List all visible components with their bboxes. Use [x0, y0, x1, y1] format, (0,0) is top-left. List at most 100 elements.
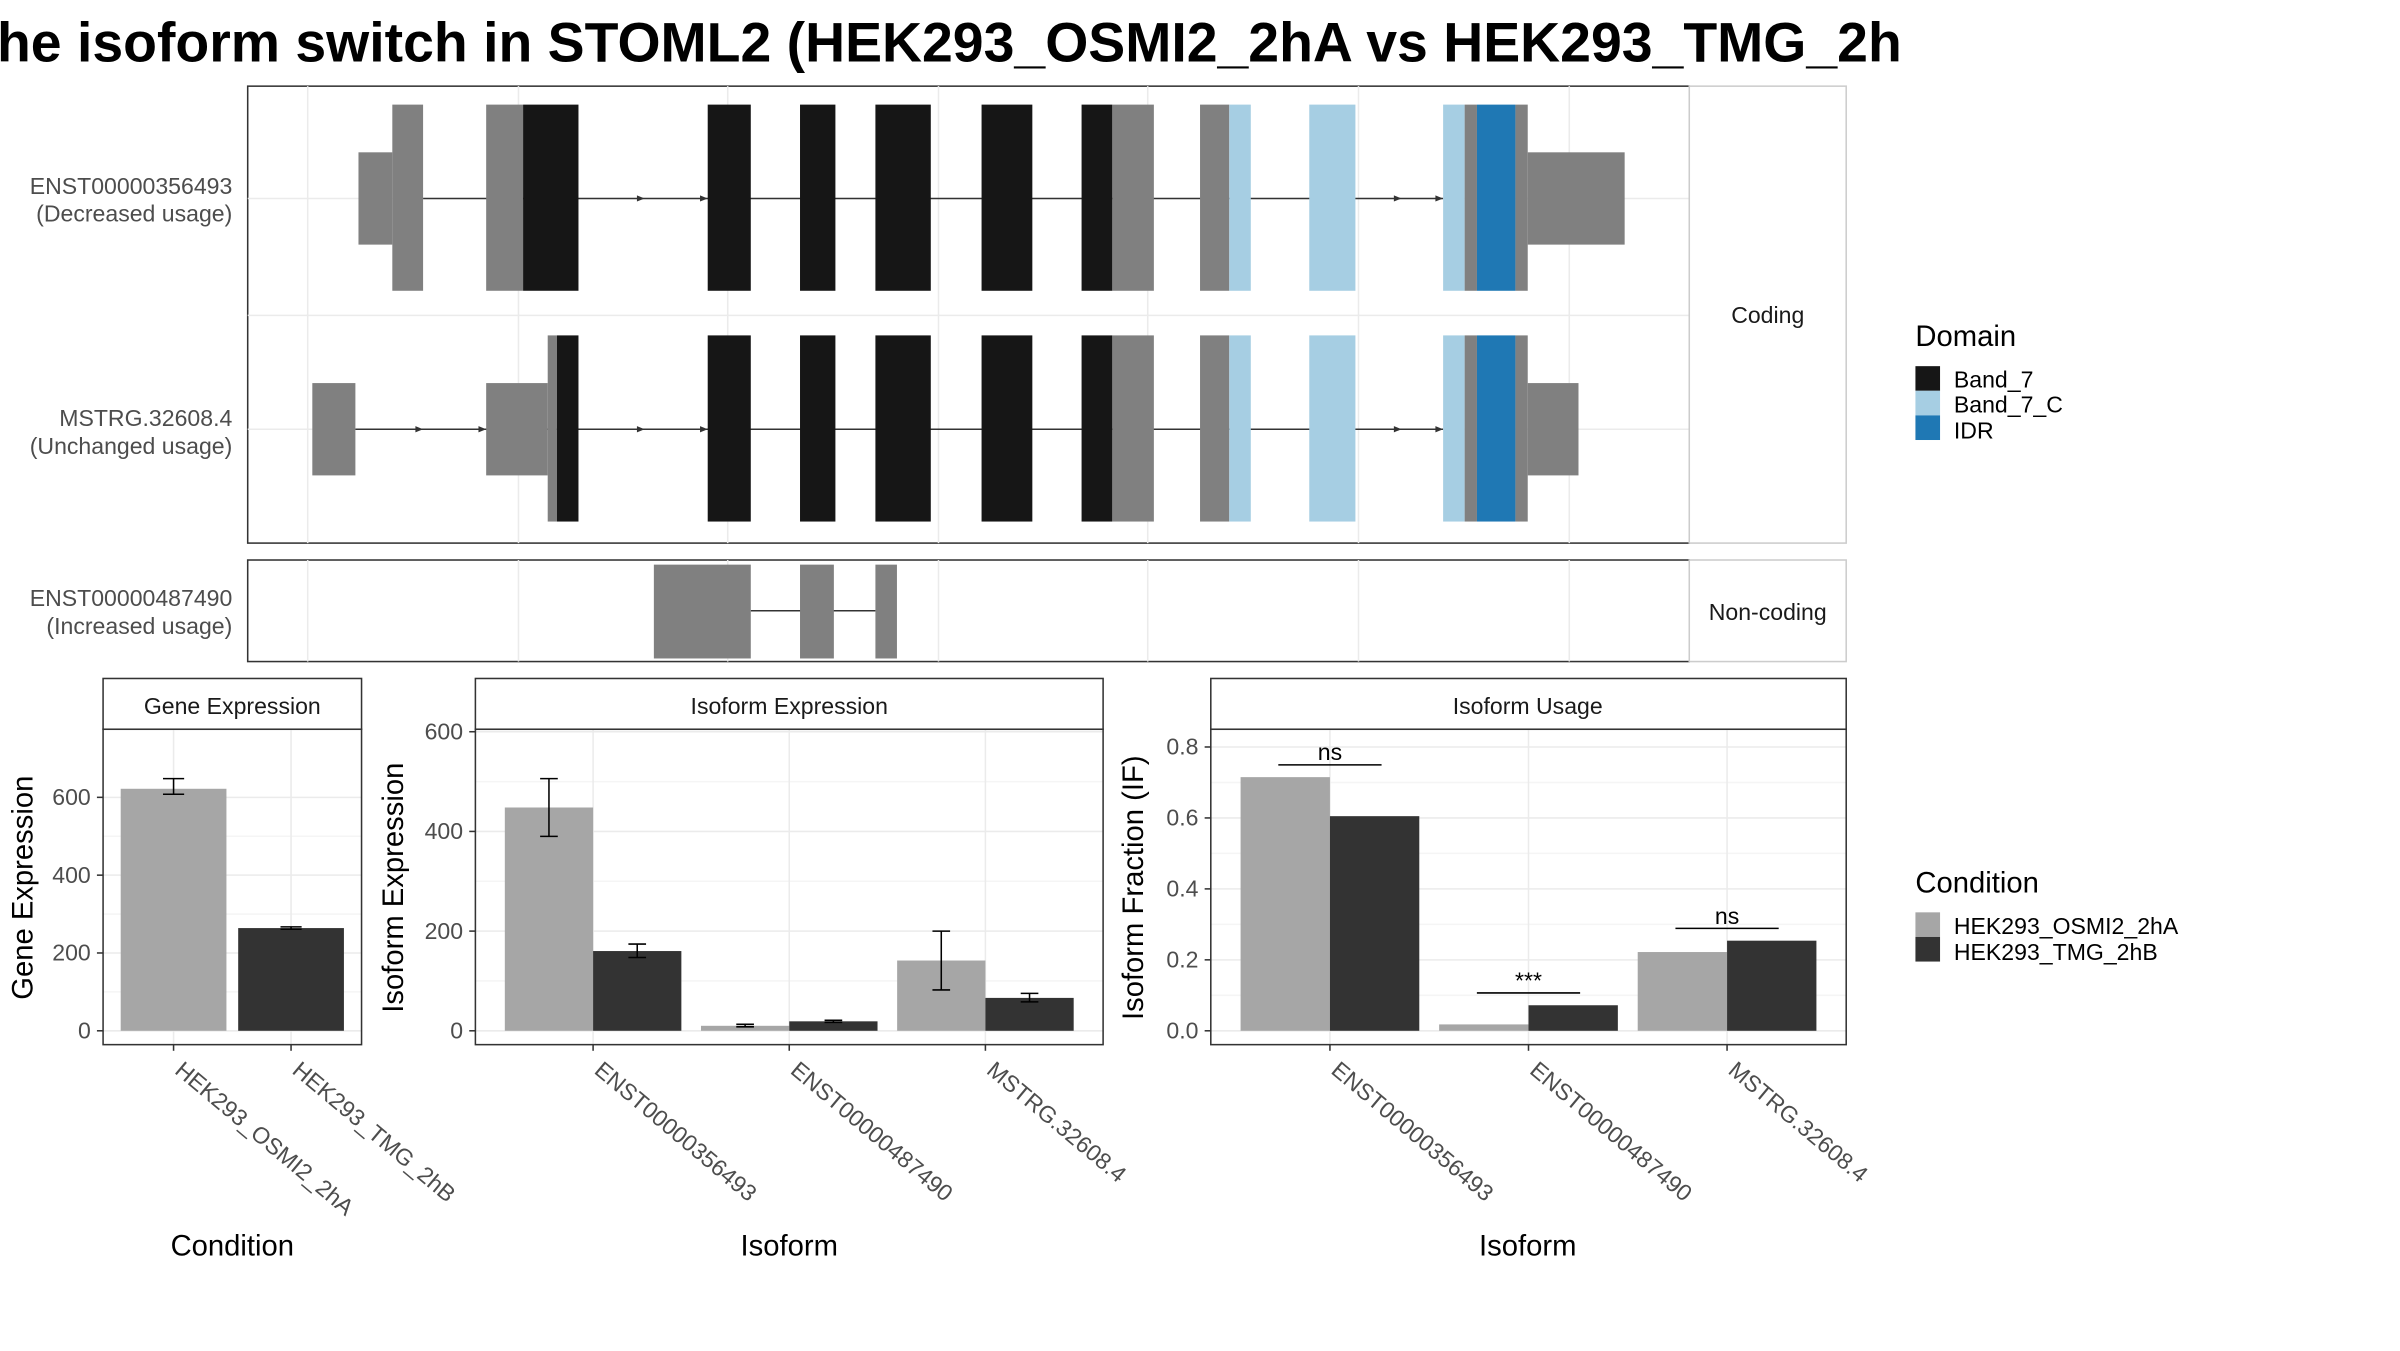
condition-legend-title: Condition — [1915, 867, 2038, 899]
band7-domain-block — [1081, 335, 1113, 522]
band7-domain-block — [875, 335, 931, 522]
noncoding-strip-label: Non-coding — [1709, 599, 1827, 625]
y-tick-label: 600 — [425, 718, 463, 744]
panel-strip — [102, 677, 363, 731]
bar — [1329, 816, 1420, 1031]
y-tick-label: 0 — [78, 1017, 91, 1043]
exon-block — [392, 104, 424, 291]
transcript-usage-label: (Unchanged usage) — [30, 433, 233, 459]
x-tick-label: ENST00000487490 — [1525, 1056, 1697, 1206]
y-tick-label: 0.0 — [1166, 1017, 1198, 1043]
significance-label: *** — [1515, 967, 1542, 993]
legend-label-tmg: HEK293_TMG_2hB — [1954, 939, 2158, 965]
band7c-domain-block — [1309, 104, 1356, 291]
domain-legend: Domain Band_7 Band_7_C IDR — [1915, 321, 2063, 443]
x-tick-label: MSTRG.32608.4 — [1724, 1056, 1873, 1187]
y-tick-label: 0.2 — [1166, 947, 1198, 973]
exon-block — [1112, 335, 1154, 522]
coding-strip — [1688, 85, 1847, 544]
x-axis-title: Isoform — [741, 1230, 838, 1262]
legend-label-idr: IDR — [1954, 417, 1994, 443]
direction-arrow-icon — [415, 426, 424, 433]
direction-arrow-icon — [1435, 195, 1444, 202]
exon-block — [1515, 335, 1528, 522]
transcript-structure-panel: Coding Non-coding ENST00000356493 (Decre… — [30, 85, 1847, 663]
band7-domain-block — [800, 335, 836, 522]
utr-block — [1527, 152, 1625, 245]
direction-arrow-icon — [636, 195, 645, 202]
bar — [504, 807, 594, 1031]
direction-arrow-icon — [1435, 426, 1444, 433]
x-axis-title: Isoform — [1479, 1230, 1576, 1262]
panel-strip — [474, 677, 1104, 731]
direction-arrow-icon — [700, 426, 708, 433]
legend-swatch-idr — [1915, 415, 1941, 441]
transcript-track-enst00000356493 — [358, 104, 1625, 291]
y-tick-label: 600 — [52, 784, 90, 810]
bar — [1439, 1024, 1529, 1031]
y-tick-label: 200 — [425, 918, 463, 944]
panel-title: Isoform Expression — [691, 693, 888, 719]
y-axis-title: Isoform Fraction (IF) — [1118, 755, 1150, 1020]
exon-block — [875, 564, 897, 659]
panel-strip — [1210, 677, 1847, 731]
transcript-usage-label: (Decreased usage) — [36, 201, 232, 227]
transcript-usage-label: (Increased usage) — [46, 613, 232, 639]
y-tick-label: 0.8 — [1166, 734, 1198, 760]
exon-block — [1464, 335, 1477, 522]
x-tick-label: ENST00000356493 — [590, 1056, 762, 1206]
exon-block — [1464, 104, 1477, 291]
noncoding-strip — [1688, 559, 1847, 663]
exon-block — [1112, 104, 1154, 291]
legend-swatch-osmi2 — [1915, 912, 1941, 937]
idr-domain-block — [1476, 104, 1516, 291]
bar — [700, 1025, 790, 1031]
bar — [985, 997, 1074, 1031]
bar — [1528, 1005, 1618, 1031]
exon-block — [800, 564, 834, 659]
significance-label: ns — [1318, 739, 1342, 765]
bar — [789, 1021, 878, 1031]
y-tick-label: 400 — [52, 862, 90, 888]
direction-arrow-icon — [1393, 426, 1402, 433]
panel-border — [102, 728, 363, 1046]
utr-block — [312, 383, 356, 476]
y-tick-label: 0.6 — [1166, 805, 1198, 831]
exon-block — [486, 104, 524, 291]
exon-block — [1200, 104, 1230, 291]
band7-domain-block — [1081, 104, 1113, 291]
noncoding-panel-border — [246, 559, 1691, 663]
legend-label-band7c: Band_7_C — [1954, 391, 2063, 417]
bar — [1727, 940, 1817, 1031]
band7-domain-block — [875, 104, 931, 291]
isoform-usage-panel: Isoform Usage 0.0 0.2 0.4 0.6 0.8 ns *** ns ENST… — [1118, 677, 1873, 1262]
legend-swatch-tmg — [1915, 936, 1941, 962]
utr-block — [358, 152, 393, 245]
y-tick-label: 0.4 — [1166, 876, 1198, 902]
panel-title: Gene Expression — [144, 693, 321, 719]
direction-arrow-icon — [478, 426, 487, 433]
utr-block — [486, 383, 548, 476]
band7c-domain-block — [1229, 104, 1251, 291]
x-tick-label: ENST00000356493 — [1327, 1056, 1499, 1206]
transcript-id-label: ENST00000356493 — [30, 173, 233, 199]
band7-domain-block — [981, 104, 1033, 291]
y-axis-title: Gene Expression — [7, 776, 39, 1000]
bar — [1637, 952, 1728, 1031]
legend-swatch-band7c — [1915, 390, 1941, 416]
exon-block — [1515, 104, 1528, 291]
y-tick-label: 400 — [425, 818, 463, 844]
band7-domain-block — [981, 335, 1033, 522]
domain-legend-title: Domain — [1915, 321, 2016, 353]
exon-block — [653, 564, 751, 659]
y-tick-label: 0 — [450, 1017, 463, 1043]
bar — [593, 951, 682, 1031]
x-tick-label: MSTRG.32608.4 — [982, 1056, 1131, 1187]
condition-legend: Condition HEK293_OSMI2_2hA HEK293_TMG_2h… — [1915, 867, 2179, 965]
band7c-domain-block — [1229, 335, 1251, 522]
exon-block — [547, 335, 557, 522]
significance-label: ns — [1715, 903, 1739, 929]
bar — [120, 788, 227, 1031]
